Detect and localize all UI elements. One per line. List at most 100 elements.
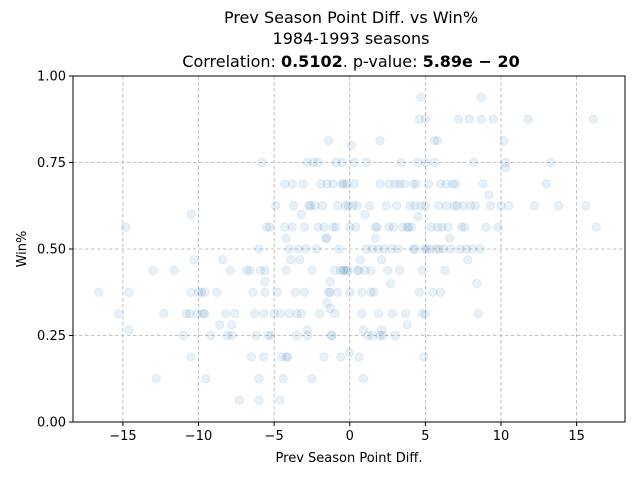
data-point xyxy=(580,201,591,211)
data-point xyxy=(349,179,359,189)
chart-stats-line: Correlation: 0.5102. p-value: 5.89e − 20 xyxy=(182,52,519,71)
data-point xyxy=(476,92,487,103)
data-point xyxy=(121,222,131,232)
axis-ticks: −15 −10 −5 0 5 10 15 0.00 0.25 0.50 0.75 1.00 xyxy=(37,70,585,445)
data-point xyxy=(352,201,363,211)
data-point xyxy=(397,222,408,232)
data-point xyxy=(388,222,399,232)
data-point xyxy=(299,222,310,232)
data-point xyxy=(342,265,352,276)
data-point xyxy=(370,233,381,243)
data-point xyxy=(260,287,270,297)
data-point xyxy=(473,309,483,319)
data-point xyxy=(541,179,552,189)
data-point xyxy=(94,287,104,297)
data-point xyxy=(470,201,480,211)
data-point xyxy=(588,114,598,124)
data-point xyxy=(345,287,355,297)
data-point xyxy=(302,325,313,335)
data-point xyxy=(319,352,329,362)
data-point xyxy=(417,309,428,319)
y-tick-label: 0.75 xyxy=(37,156,66,171)
data-point xyxy=(405,201,415,211)
correlation-label: Correlation: xyxy=(182,52,281,71)
data-point xyxy=(254,374,264,384)
data-point xyxy=(284,244,294,254)
data-point xyxy=(485,201,496,211)
data-point xyxy=(277,352,287,362)
data-point xyxy=(378,330,388,341)
data-point xyxy=(444,233,455,243)
data-point xyxy=(357,309,367,319)
data-point xyxy=(429,136,440,146)
data-point xyxy=(384,179,394,189)
data-point xyxy=(366,287,376,297)
data-point xyxy=(335,352,346,362)
data-point xyxy=(396,157,406,168)
data-point xyxy=(323,287,334,297)
data-point xyxy=(384,222,394,232)
data-point xyxy=(225,265,235,276)
data-point xyxy=(186,352,196,362)
data-point xyxy=(307,374,317,384)
data-point xyxy=(367,244,378,254)
data-point xyxy=(283,352,293,362)
y-axis-label: Win% xyxy=(15,231,30,268)
data-point xyxy=(329,309,340,319)
data-point xyxy=(227,320,237,330)
data-point xyxy=(401,309,411,319)
data-point xyxy=(394,179,405,189)
data-point xyxy=(281,352,291,362)
data-point xyxy=(269,309,279,319)
data-point xyxy=(472,278,482,289)
data-point xyxy=(423,179,434,189)
data-point xyxy=(296,209,307,220)
data-point xyxy=(481,222,491,232)
data-point xyxy=(469,157,479,168)
data-point xyxy=(503,201,514,211)
data-point xyxy=(385,278,396,289)
data-point xyxy=(245,265,255,276)
data-point xyxy=(317,201,328,211)
data-point xyxy=(358,374,369,384)
x-tick-label: 5 xyxy=(421,429,429,444)
data-point xyxy=(340,201,350,211)
data-point xyxy=(260,265,270,276)
data-point xyxy=(432,222,443,232)
data-point xyxy=(449,201,459,211)
data-point xyxy=(199,309,210,319)
data-point xyxy=(417,265,428,276)
data-point xyxy=(410,244,420,254)
data-point xyxy=(394,265,405,276)
data-point xyxy=(458,201,468,211)
data-point xyxy=(222,330,232,341)
data-point xyxy=(366,265,376,276)
data-point xyxy=(325,303,335,314)
data-point xyxy=(402,320,412,330)
data-point xyxy=(339,265,349,276)
data-point xyxy=(322,298,332,308)
data-point xyxy=(296,309,307,319)
data-point xyxy=(292,309,302,319)
data-point xyxy=(456,222,467,232)
data-point xyxy=(201,374,211,384)
chart-subtitle: 1984-1993 seasons xyxy=(273,29,430,48)
data-point xyxy=(373,309,384,319)
data-point xyxy=(313,157,323,168)
data-point xyxy=(370,222,381,232)
data-point xyxy=(484,190,494,200)
data-point xyxy=(343,265,353,276)
data-point xyxy=(292,330,302,341)
data-point xyxy=(429,157,440,168)
data-point xyxy=(373,244,384,254)
data-point xyxy=(337,179,347,189)
data-point xyxy=(215,320,225,330)
data-point xyxy=(450,179,461,189)
data-point xyxy=(432,136,443,146)
data-point xyxy=(169,265,180,276)
data-point xyxy=(325,276,335,287)
data-point xyxy=(246,352,257,362)
data-point xyxy=(254,395,264,405)
data-point xyxy=(354,265,364,276)
data-point xyxy=(258,309,269,319)
